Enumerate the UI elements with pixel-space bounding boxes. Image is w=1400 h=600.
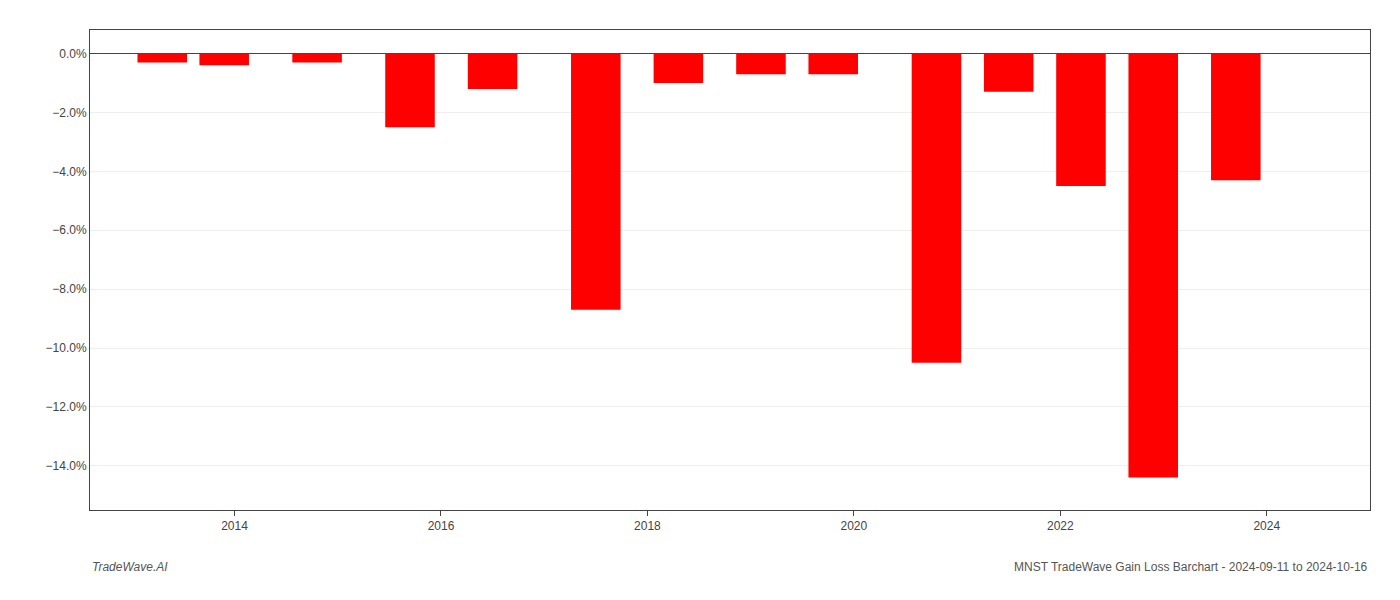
svg-text:2016: 2016 bbox=[428, 519, 455, 533]
svg-text:TradeWave.AI: TradeWave.AI bbox=[92, 560, 168, 574]
svg-text:2014: 2014 bbox=[221, 519, 248, 533]
svg-text:−4.0%: −4.0% bbox=[52, 165, 87, 179]
svg-text:−6.0%: −6.0% bbox=[52, 223, 87, 237]
svg-text:−14.0%: −14.0% bbox=[46, 459, 87, 473]
svg-text:2018: 2018 bbox=[634, 519, 661, 533]
svg-text:−10.0%: −10.0% bbox=[46, 341, 87, 355]
svg-text:0.0%: 0.0% bbox=[59, 47, 87, 61]
svg-text:−12.0%: −12.0% bbox=[46, 400, 87, 414]
svg-text:2022: 2022 bbox=[1047, 519, 1074, 533]
svg-text:−2.0%: −2.0% bbox=[52, 106, 87, 120]
svg-text:−8.0%: −8.0% bbox=[52, 282, 87, 296]
svg-text:2020: 2020 bbox=[841, 519, 868, 533]
svg-text:MNST TradeWave Gain Loss Barch: MNST TradeWave Gain Loss Barchart - 2024… bbox=[1014, 560, 1368, 574]
svg-text:2024: 2024 bbox=[1253, 519, 1280, 533]
